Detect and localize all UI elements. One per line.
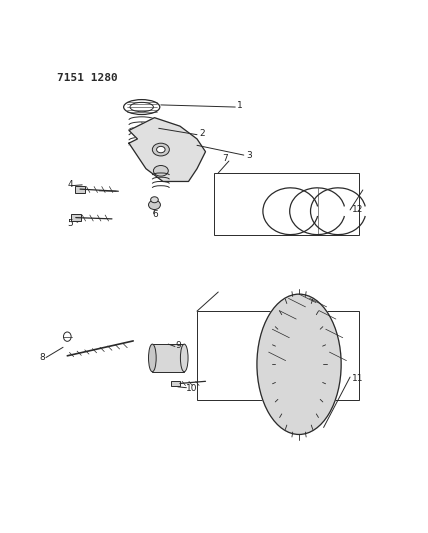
Ellipse shape bbox=[286, 348, 312, 381]
Text: 9: 9 bbox=[176, 341, 181, 350]
Bar bbox=[152, 344, 184, 372]
Ellipse shape bbox=[149, 200, 160, 209]
Text: 11: 11 bbox=[352, 374, 364, 383]
Text: 7151 1280: 7151 1280 bbox=[56, 73, 117, 83]
Text: 4: 4 bbox=[67, 180, 73, 189]
Text: 1: 1 bbox=[238, 101, 243, 110]
Text: 12: 12 bbox=[352, 205, 363, 214]
Text: 2: 2 bbox=[199, 129, 205, 138]
Text: 3: 3 bbox=[246, 151, 252, 159]
Bar bbox=[71, 214, 81, 221]
Bar bbox=[172, 381, 180, 386]
Ellipse shape bbox=[149, 344, 156, 372]
Bar bbox=[75, 185, 85, 192]
Text: 7: 7 bbox=[223, 154, 228, 163]
Text: 10: 10 bbox=[186, 384, 198, 393]
Text: 6: 6 bbox=[152, 210, 158, 219]
Polygon shape bbox=[129, 118, 205, 181]
Ellipse shape bbox=[293, 356, 306, 373]
Bar bbox=[214, 173, 359, 235]
Ellipse shape bbox=[257, 294, 341, 434]
Ellipse shape bbox=[151, 197, 158, 203]
Ellipse shape bbox=[153, 166, 168, 176]
Ellipse shape bbox=[152, 143, 169, 156]
Ellipse shape bbox=[268, 313, 330, 415]
Ellipse shape bbox=[181, 344, 188, 372]
Bar bbox=[197, 311, 359, 400]
Text: 5: 5 bbox=[67, 220, 73, 229]
Ellipse shape bbox=[157, 147, 165, 153]
Text: 8: 8 bbox=[40, 353, 45, 362]
